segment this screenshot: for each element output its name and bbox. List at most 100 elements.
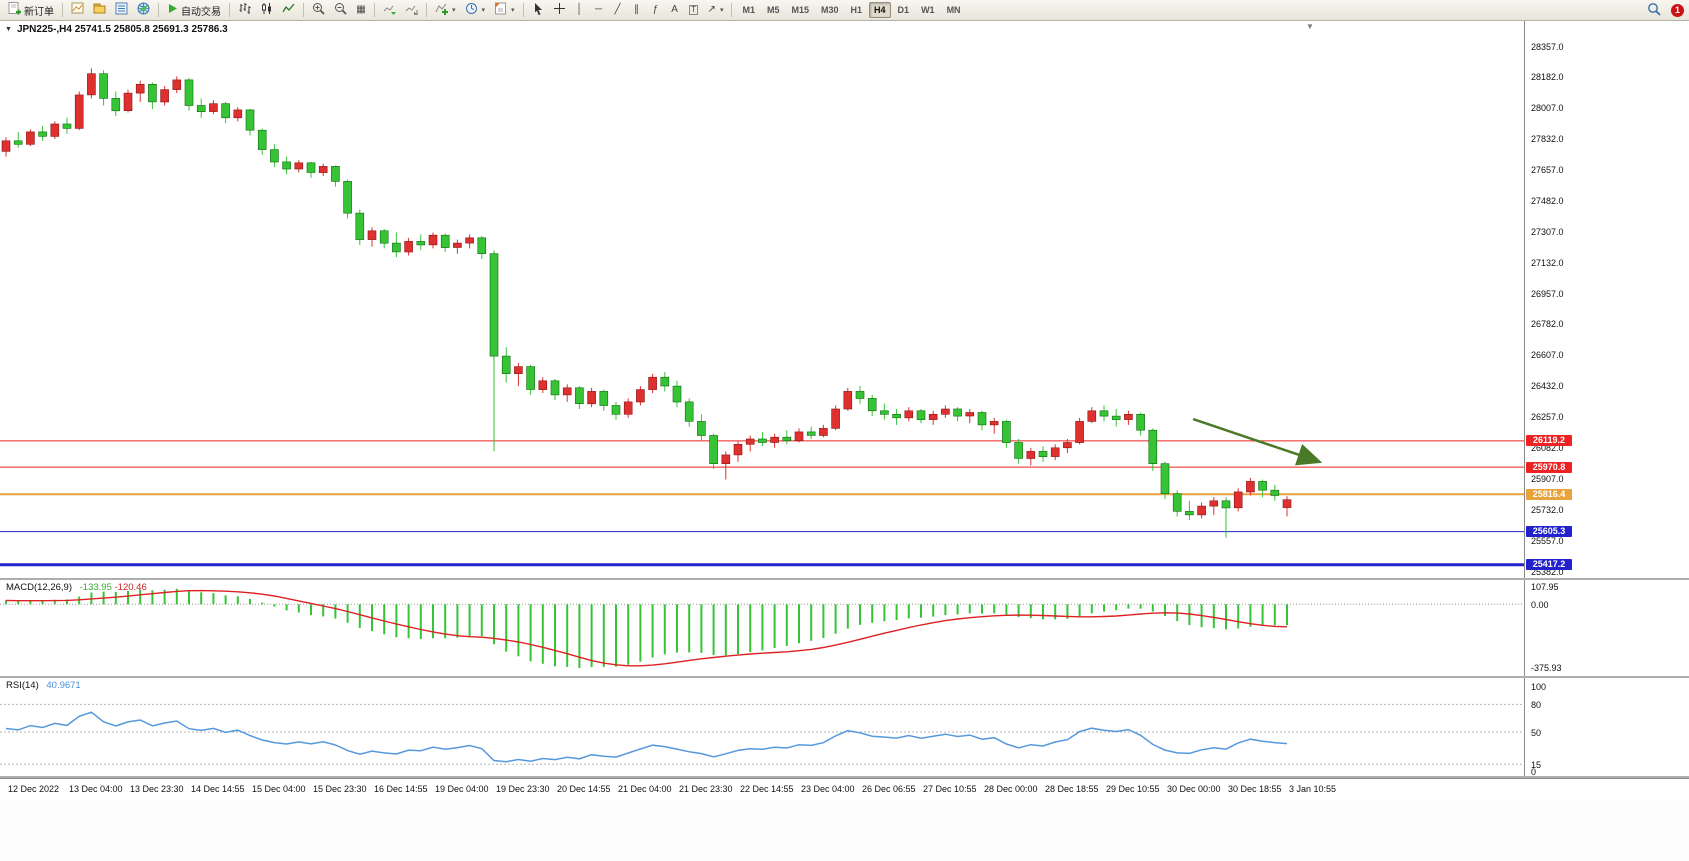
- price-axis-label: 25382.0: [1531, 566, 1564, 577]
- rsi-name: RSI(14): [6, 680, 39, 691]
- price-axis-label: 27482.0: [1531, 195, 1564, 206]
- candlestick-button[interactable]: [256, 1, 277, 19]
- market-watch-button[interactable]: [111, 1, 132, 19]
- rsi-axis-label: 0: [1531, 767, 1537, 777]
- price-axis-label: 26607.0: [1531, 350, 1564, 361]
- new-chart-button[interactable]: [67, 1, 88, 19]
- vertical-line-button[interactable]: │: [571, 1, 589, 19]
- templates-button[interactable]: ▾: [490, 1, 519, 19]
- channel-button[interactable]: ∥: [628, 1, 646, 19]
- time-axis-label: 29 Dec 10:55: [1106, 784, 1160, 794]
- time-axis: 12 Dec 2022 13 Dec 04:00 13 Dec 23:30 14 De…: [0, 778, 1689, 799]
- navigator-button[interactable]: [133, 1, 154, 19]
- toolbar-separator: [62, 3, 63, 17]
- clock-icon: [465, 2, 478, 18]
- rsi-axis-label: 15: [1531, 759, 1542, 770]
- rsi-indicator[interactable]: [0, 678, 1524, 778]
- crosshair-button[interactable]: [549, 1, 570, 19]
- macd-name: MACD(12,26,9): [6, 582, 72, 593]
- toolbar: 新订单 自动交易 ▦ ▾ ▾ ▾ │ ─ ╱ ∥ ƒ A: [0, 0, 1689, 21]
- cursor-button[interactable]: [528, 1, 548, 19]
- timeframe-button-h1[interactable]: H1: [846, 2, 868, 18]
- zoom-in-icon: [312, 2, 325, 18]
- auto-scroll-button[interactable]: [379, 1, 400, 19]
- chart-title-row: ▼ JPN225-,H4 25741.5 25805.8 25691.3 257…: [5, 24, 228, 35]
- price-axis-label: 26082.0: [1531, 442, 1564, 453]
- price-tag[interactable]: 25816.4: [1526, 488, 1572, 500]
- new-order-button[interactable]: 新订单: [4, 1, 58, 19]
- timeframe-button-m15[interactable]: M15: [786, 2, 814, 18]
- text-label-button[interactable]: T: [685, 1, 703, 19]
- search-button[interactable]: [1643, 1, 1665, 19]
- indicators-button[interactable]: ▾: [431, 1, 460, 19]
- text-icon: A: [671, 4, 678, 15]
- timeframe-button-mn[interactable]: MN: [942, 2, 966, 18]
- price-axis-label: 27132.0: [1531, 257, 1564, 268]
- time-axis-label: 22 Dec 14:55: [740, 784, 794, 794]
- line-chart-button[interactable]: [278, 1, 299, 19]
- timeframe-button-m30[interactable]: M30: [816, 2, 844, 18]
- trendline-button[interactable]: ╱: [609, 1, 627, 19]
- price-axis-label: 26432.0: [1531, 381, 1564, 392]
- price-tag[interactable]: 25605.3: [1526, 526, 1572, 538]
- panel-separator[interactable]: [0, 578, 1689, 580]
- template-icon: [494, 2, 507, 18]
- zoom-in-button[interactable]: [308, 1, 329, 19]
- tile-windows-icon: ▦: [356, 4, 366, 15]
- text-label-icon: T: [689, 5, 698, 15]
- price-axis: 28357.0 28182.0 28007.0 27832.0 27657.0 27482…: [1524, 20, 1689, 798]
- autotrading-play-icon: [167, 3, 178, 17]
- periods-button[interactable]: ▾: [461, 1, 490, 19]
- toolbar-separator: [426, 3, 427, 17]
- time-axis-label: 15 Dec 23:30: [313, 784, 367, 794]
- new-order-icon: [8, 2, 21, 18]
- timeframe-button-m5[interactable]: M5: [762, 2, 785, 18]
- chevron-down-icon: ▾: [481, 7, 486, 14]
- chart-menu-button[interactable]: ▼: [5, 26, 12, 33]
- time-axis-label: 26 Dec 06:55: [862, 784, 916, 794]
- time-axis-label: 28 Dec 00:00: [984, 784, 1038, 794]
- timeframe-button-d1[interactable]: D1: [893, 2, 915, 18]
- candlestick-chart[interactable]: [0, 20, 1524, 578]
- time-axis-label: 30 Dec 00:00: [1167, 784, 1221, 794]
- time-axis-label: 14 Dec 14:55: [191, 784, 245, 794]
- horizontal-line-button[interactable]: ─: [590, 1, 608, 19]
- time-axis-label: 20 Dec 14:55: [557, 784, 611, 794]
- price-axis-label: 27307.0: [1531, 226, 1564, 237]
- chart-shift-marker[interactable]: ▼: [1306, 22, 1314, 31]
- timeframe-button-h4[interactable]: H4: [869, 2, 891, 18]
- new-order-label: 新订单: [24, 6, 54, 18]
- toolbar-right: 1: [1643, 0, 1684, 20]
- timeframe-button-w1[interactable]: W1: [916, 2, 940, 18]
- bar-chart-button[interactable]: [234, 1, 255, 19]
- arrows-button[interactable]: ↗ ▾: [704, 1, 728, 19]
- text-button[interactable]: A: [666, 1, 684, 19]
- price-tag[interactable]: 25970.8: [1526, 461, 1572, 473]
- rsi-value: 40.9671: [46, 680, 81, 691]
- notification-badge[interactable]: 1: [1671, 3, 1684, 17]
- zoom-out-button[interactable]: [330, 1, 351, 19]
- fibonacci-button[interactable]: ƒ: [647, 1, 665, 19]
- time-axis-label: 16 Dec 14:55: [374, 784, 428, 794]
- price-axis-label: 28357.0: [1531, 41, 1564, 52]
- macd-signal-value: -120.46: [114, 582, 147, 593]
- autotrading-button[interactable]: 自动交易: [163, 1, 225, 19]
- arrows-icon: ↗: [707, 4, 716, 15]
- price-axis-label: 25732.0: [1531, 504, 1564, 515]
- tile-windows-button[interactable]: ▦: [352, 1, 370, 19]
- macd-indicator[interactable]: [0, 580, 1524, 676]
- panel-separator[interactable]: [0, 676, 1689, 678]
- rsi-axis-label: 80: [1531, 699, 1542, 710]
- bar-chart-icon: [238, 2, 251, 18]
- auto-scroll-icon: [383, 2, 396, 18]
- new-chart-icon: [71, 2, 84, 18]
- toolbar-separator: [303, 3, 304, 17]
- price-axis-label: 28182.0: [1531, 72, 1564, 83]
- profiles-button[interactable]: [89, 1, 110, 19]
- panel-separator[interactable]: [0, 776, 1689, 778]
- timeframe-button-m1[interactable]: M1: [737, 2, 760, 18]
- time-axis-label: 12 Dec 2022: [8, 784, 60, 794]
- chart-shift-button[interactable]: [401, 1, 422, 19]
- price-tag[interactable]: 25417.2: [1526, 559, 1572, 571]
- price-tag[interactable]: 26119.2: [1526, 435, 1572, 447]
